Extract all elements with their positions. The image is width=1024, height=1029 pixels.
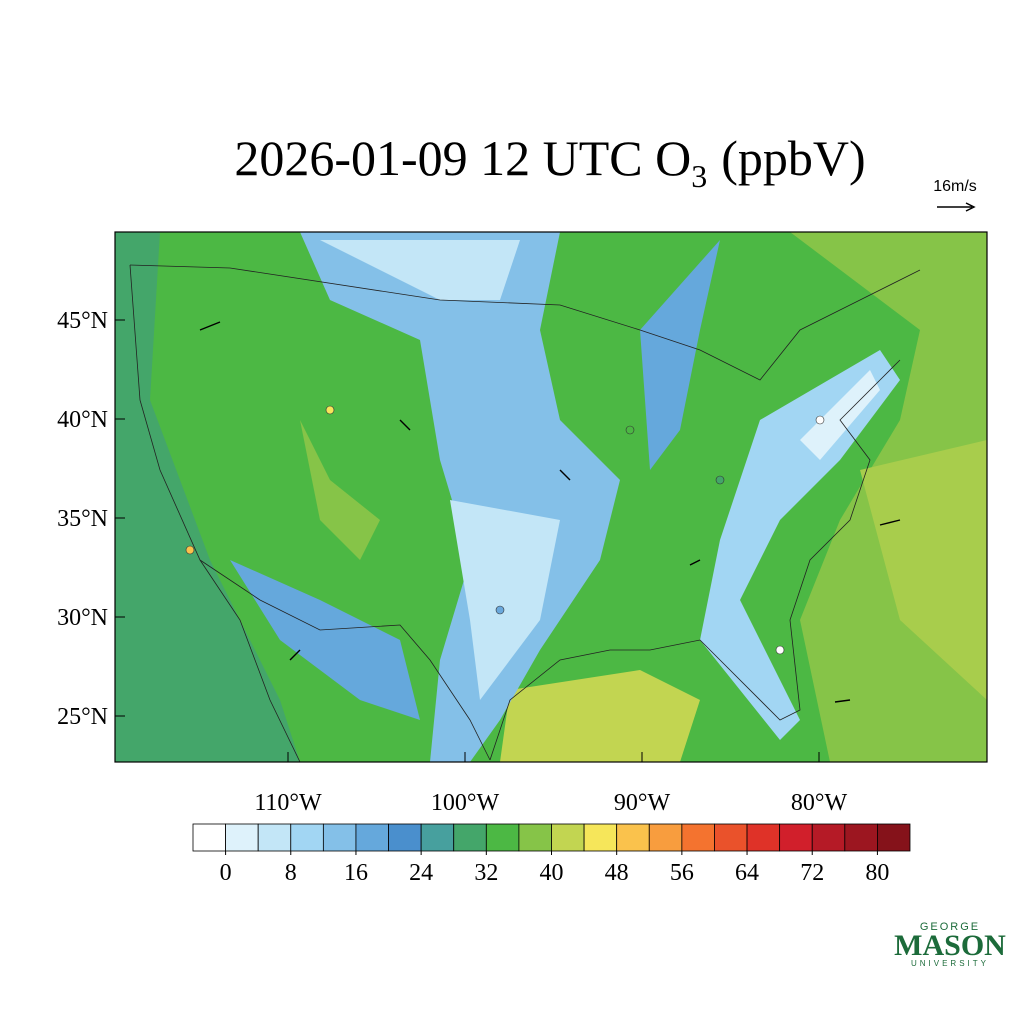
lon-label: 110°W	[254, 790, 322, 816]
lat-label: 35°N	[57, 506, 108, 532]
colorbar-label: 40	[540, 860, 564, 886]
logo-main: MASON	[894, 929, 1006, 962]
map-title: 2026-01-09 12 UTC O3 (ppbV)	[234, 130, 865, 194]
colorbar-box	[714, 823, 748, 852]
colorbar-label: 72	[800, 860, 824, 886]
lon-label: 90°W	[614, 790, 671, 816]
colorbar-box	[453, 823, 487, 852]
lon-label: 100°W	[431, 790, 500, 816]
borders	[129, 264, 921, 762]
colorbar-box	[844, 823, 878, 852]
colorbar-box	[551, 823, 585, 852]
colorbar-label: 0	[220, 860, 232, 886]
colorbar-box	[811, 823, 846, 852]
reference-arrow	[937, 202, 976, 212]
colorbar-label: 16	[344, 860, 368, 886]
colorbar-label: 56	[670, 860, 694, 886]
colorbar-box	[746, 823, 781, 852]
lat-label: 30°N	[57, 605, 108, 631]
map-field	[115, 232, 987, 762]
title-tail: (ppbV)	[721, 130, 865, 186]
colorbar-box	[616, 823, 650, 852]
colorbar-box	[485, 823, 520, 852]
logo-bottom: UNIVERSITY	[911, 959, 989, 968]
colorbar-box	[388, 823, 422, 852]
lat-label: 40°N	[57, 407, 108, 433]
colorbar-box	[257, 823, 292, 852]
logo-top: GEORGE	[920, 921, 980, 933]
colorbar-box	[681, 823, 715, 852]
map-frame	[114, 231, 988, 763]
logo: GEORGE MASON UNIVERSITY	[894, 921, 1006, 968]
title-main: 2026-01-09 12 UTC O	[234, 130, 691, 186]
colorbar-label: 24	[409, 860, 433, 886]
lon-label: 80°W	[791, 790, 848, 816]
colorbar-box	[290, 823, 324, 852]
vector-reference: 16m/s	[933, 178, 977, 195]
colorbar-box	[648, 823, 683, 852]
lat-label: 25°N	[57, 704, 108, 730]
station-markers	[185, 405, 825, 655]
colorbar-box	[518, 823, 552, 852]
colorbar-box	[779, 823, 813, 852]
colorbar-label: 32	[474, 860, 498, 886]
colorbar-label: 80	[865, 860, 889, 886]
title-sub: 3	[691, 158, 707, 194]
colorbar-box	[225, 823, 259, 852]
colorbar-box	[322, 823, 357, 852]
colorbar-box	[192, 823, 226, 852]
colorbar-box	[355, 823, 389, 852]
colorbar-label: 64	[735, 860, 759, 886]
wind-arrows	[199, 321, 901, 703]
colorbar-box	[877, 823, 911, 852]
colorbar-label: 48	[605, 860, 629, 886]
colorbar-label: 8	[285, 860, 297, 886]
colorbar-box	[420, 823, 455, 852]
colorbar-box	[583, 823, 618, 852]
lat-label: 45°N	[57, 308, 108, 334]
